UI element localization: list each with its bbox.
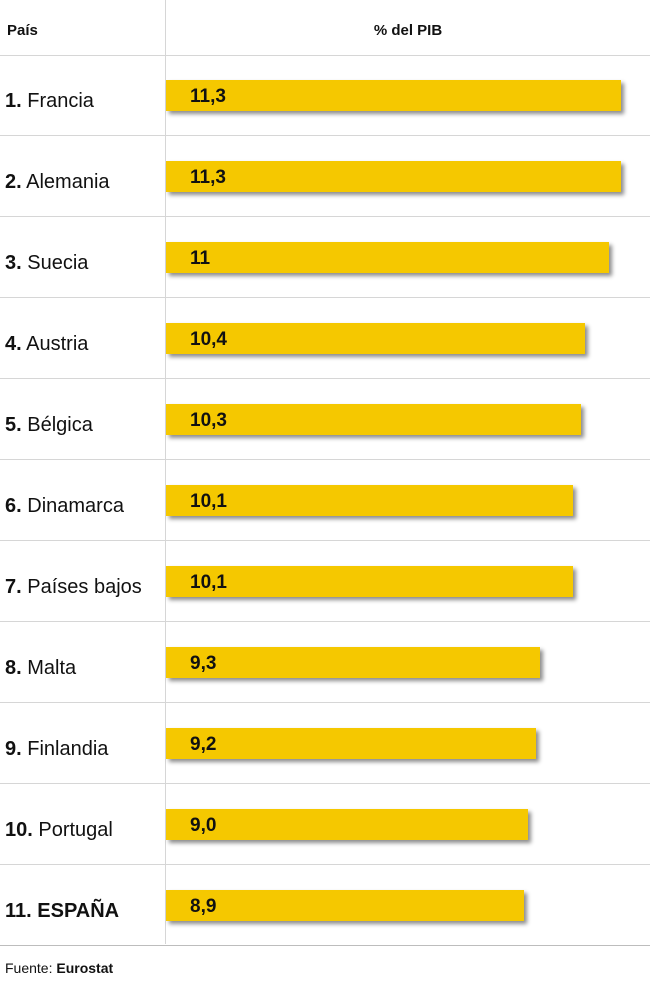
source-note: Fuente: Eurostat	[5, 960, 113, 976]
bar: 9,0	[166, 809, 528, 840]
bar-rows: 1. Francia 11,3 2. Alemania 11,3 3. Suecia 11…	[0, 55, 650, 946]
table-row: 10. Portugal 9,0	[0, 784, 650, 865]
bar: 10,1	[166, 566, 573, 597]
bar-value-label: 9,0	[190, 815, 217, 836]
rank-number: 8.	[5, 657, 22, 679]
rank-number: 11.	[5, 900, 32, 922]
source-name: Eurostat	[56, 960, 114, 976]
chart-table: País % del PIB 1. Francia 11,3 2. Alemania…	[0, 0, 650, 946]
table-header: País % del PIB	[0, 0, 650, 56]
rank-number: 7.	[5, 576, 22, 598]
source-prefix: Fuente:	[5, 960, 53, 976]
rank-number: 9.	[5, 738, 22, 760]
bar: 9,2	[166, 728, 536, 759]
country-name: Países bajos	[21, 576, 142, 598]
country-label: 2. Alemania	[5, 136, 110, 216]
table-row: 2. Alemania 11,3	[0, 136, 650, 217]
rank-number: 2.	[5, 171, 22, 193]
country-label: 6. Dinamarca	[5, 460, 124, 540]
country-name: Portugal	[32, 819, 113, 841]
rank-number: 3.	[5, 252, 22, 274]
country-name: Dinamarca	[21, 495, 124, 517]
bar-value-label: 9,2	[190, 734, 217, 755]
country-name: Austria	[21, 333, 89, 355]
bar-value-label: 10,1	[190, 491, 227, 512]
bar: 8,9	[166, 890, 524, 921]
bar: 11,3	[166, 80, 621, 111]
country-label: 4. Austria	[5, 298, 88, 378]
bar: 9,3	[166, 647, 540, 678]
table-row: 6. Dinamarca 10,1	[0, 460, 650, 541]
bar-value-label: 11,3	[190, 86, 226, 107]
country-column-header: País	[7, 22, 38, 39]
bar: 10,4	[166, 323, 585, 354]
bar-value-label: 8,9	[190, 896, 217, 917]
country-name: Bélgica	[21, 414, 93, 436]
table-row: 4. Austria 10,4	[0, 298, 650, 379]
rank-number: 10.	[5, 819, 33, 841]
country-label: 9. Finlandia	[5, 703, 108, 783]
bar-value-label: 10,4	[190, 329, 227, 350]
table-row: 1. Francia 11,3	[0, 55, 650, 136]
country-name: Malta	[21, 657, 77, 679]
country-label: 5. Bélgica	[5, 379, 93, 459]
country-name: Alemania	[21, 171, 110, 193]
country-label: 8. Malta	[5, 622, 76, 702]
country-name: Suecia	[21, 252, 89, 274]
table-row: 8. Malta 9,3	[0, 622, 650, 703]
value-column-header: % del PIB	[373, 22, 443, 39]
table-row: 7. Países bajos 10,1	[0, 541, 650, 622]
bar-value-label: 11,3	[190, 167, 226, 188]
country-label: 3. Suecia	[5, 217, 88, 297]
bar: 10,3	[166, 404, 581, 435]
country-label: 1. Francia	[5, 55, 94, 135]
column-divider	[165, 0, 166, 944]
country-label: 10. Portugal	[5, 784, 113, 864]
country-label: 7. Países bajos	[5, 541, 142, 621]
country-name: Finlandia	[21, 738, 109, 760]
bar: 10,1	[166, 485, 573, 516]
bar-value-label: 10,1	[190, 572, 227, 593]
rank-number: 4.	[5, 333, 22, 355]
table-row: 5. Bélgica 10,3	[0, 379, 650, 460]
table-row: 3. Suecia 11	[0, 217, 650, 298]
table-row: 9. Finlandia 9,2	[0, 703, 650, 784]
bar-value-label: 11	[190, 248, 211, 269]
bar-value-label: 9,3	[190, 653, 217, 674]
rank-number: 5.	[5, 414, 22, 436]
rank-number: 1.	[5, 90, 22, 112]
bar-value-label: 10,3	[190, 410, 227, 431]
rank-number: 6.	[5, 495, 22, 517]
country-name: ESPAÑA	[31, 900, 120, 922]
country-label: 11. ESPAÑA	[5, 865, 119, 945]
bar: 11,3	[166, 161, 621, 192]
country-name: Francia	[21, 90, 94, 112]
table-row: 11. ESPAÑA 8,9	[0, 865, 650, 946]
bar: 11	[166, 242, 609, 273]
